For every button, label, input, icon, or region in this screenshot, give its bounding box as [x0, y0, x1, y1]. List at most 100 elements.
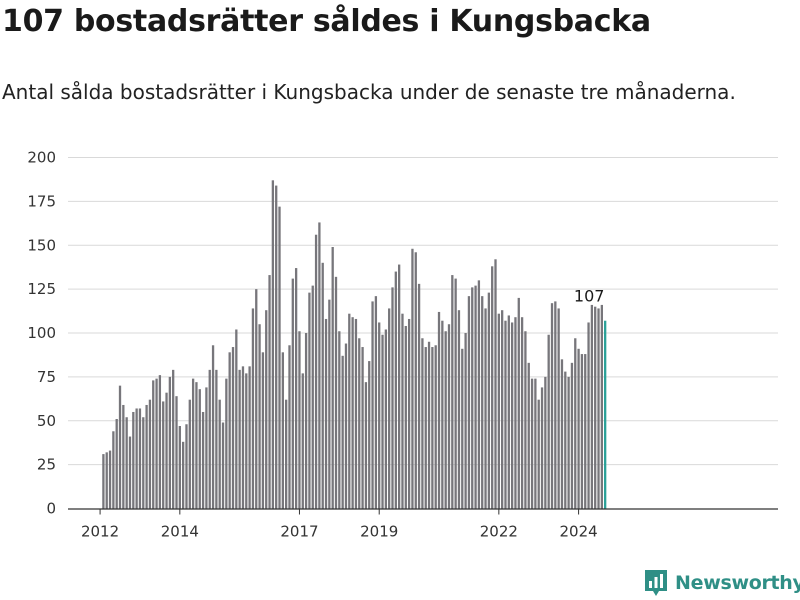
bar [165, 392, 168, 509]
bar [388, 308, 391, 509]
bar [417, 283, 421, 509]
bar [132, 411, 135, 509]
bar [381, 334, 384, 509]
bar [451, 275, 454, 509]
bar [288, 345, 291, 509]
bar [514, 317, 517, 509]
bar [457, 310, 461, 509]
bar [218, 399, 221, 509]
bar [271, 180, 275, 509]
bar [524, 331, 527, 509]
bar [261, 352, 265, 509]
bar [145, 404, 148, 509]
bar [304, 333, 308, 509]
newsworthy-logo: Newsworthy [643, 568, 800, 598]
bar [158, 375, 162, 509]
bar [354, 318, 358, 509]
bar [344, 343, 348, 509]
bar [437, 311, 441, 509]
bar [334, 276, 338, 509]
bar [364, 382, 368, 509]
bar [554, 301, 557, 509]
bar [447, 324, 451, 509]
bar [504, 320, 507, 509]
bar [331, 247, 334, 509]
bar [201, 411, 205, 509]
bar [178, 426, 181, 509]
bar [467, 296, 471, 509]
bar [105, 452, 108, 509]
bars [102, 180, 607, 509]
bar [544, 376, 547, 509]
bar [294, 268, 298, 509]
bar [291, 278, 294, 509]
chart-subtitle: Antal sålda bostadsrätter i Kungsbacka u… [2, 80, 736, 104]
bar [198, 389, 201, 509]
bar [328, 299, 331, 509]
bar [231, 347, 235, 509]
bar [474, 285, 477, 509]
bar [580, 354, 584, 509]
bar [191, 378, 195, 509]
bar [221, 422, 225, 509]
y-tick-label: 175 [27, 192, 56, 210]
x-tick-label: 2014 [161, 523, 199, 541]
bar [378, 322, 381, 509]
bar [102, 454, 105, 509]
bar [421, 338, 424, 509]
bar [494, 259, 497, 509]
bar [205, 387, 208, 509]
bar [534, 378, 537, 509]
bar [278, 206, 281, 509]
highlight-value-label: 107 [574, 287, 605, 306]
bar [540, 387, 544, 509]
bar [398, 264, 401, 509]
bar [155, 378, 158, 509]
bar [358, 338, 361, 509]
bar [298, 331, 301, 509]
bar [251, 308, 255, 509]
bar [560, 359, 564, 509]
bar [471, 287, 474, 509]
bar [168, 376, 172, 509]
bar [444, 331, 447, 509]
bar [530, 378, 534, 509]
bar [550, 303, 554, 509]
bar [587, 322, 590, 509]
bar [597, 308, 600, 509]
bar [188, 399, 191, 509]
x-tick-label: 2019 [360, 523, 398, 541]
bar [527, 362, 530, 509]
bar [564, 371, 567, 509]
bar [182, 441, 185, 509]
bar [281, 352, 284, 509]
y-axis-labels: 0 25 50 75 100 125 150 175 200 [27, 149, 56, 518]
bar [135, 408, 138, 509]
bar [394, 271, 397, 509]
bar [301, 373, 304, 509]
bar [152, 380, 155, 509]
x-tick-label: 2024 [559, 523, 597, 541]
bar [481, 296, 484, 509]
bar [148, 399, 152, 509]
bar [318, 222, 321, 509]
bar [122, 404, 125, 509]
y-tick-label: 0 [46, 500, 56, 518]
bar [268, 275, 271, 509]
newsworthy-logo-text: Newsworthy [675, 572, 800, 594]
bar [497, 313, 500, 509]
bar [248, 366, 251, 509]
bar [477, 280, 481, 509]
bar [547, 334, 550, 509]
bar [487, 292, 491, 509]
bar [404, 325, 407, 509]
bar [314, 234, 318, 509]
y-tick-label: 100 [27, 324, 56, 342]
chart-title: 107 bostadsrätter såldes i Kungsbacka [2, 4, 651, 39]
bar [411, 248, 414, 509]
bar [424, 347, 427, 509]
bar [211, 345, 215, 509]
bar [557, 308, 560, 509]
bar [371, 301, 374, 509]
y-tick-label: 200 [27, 149, 56, 167]
